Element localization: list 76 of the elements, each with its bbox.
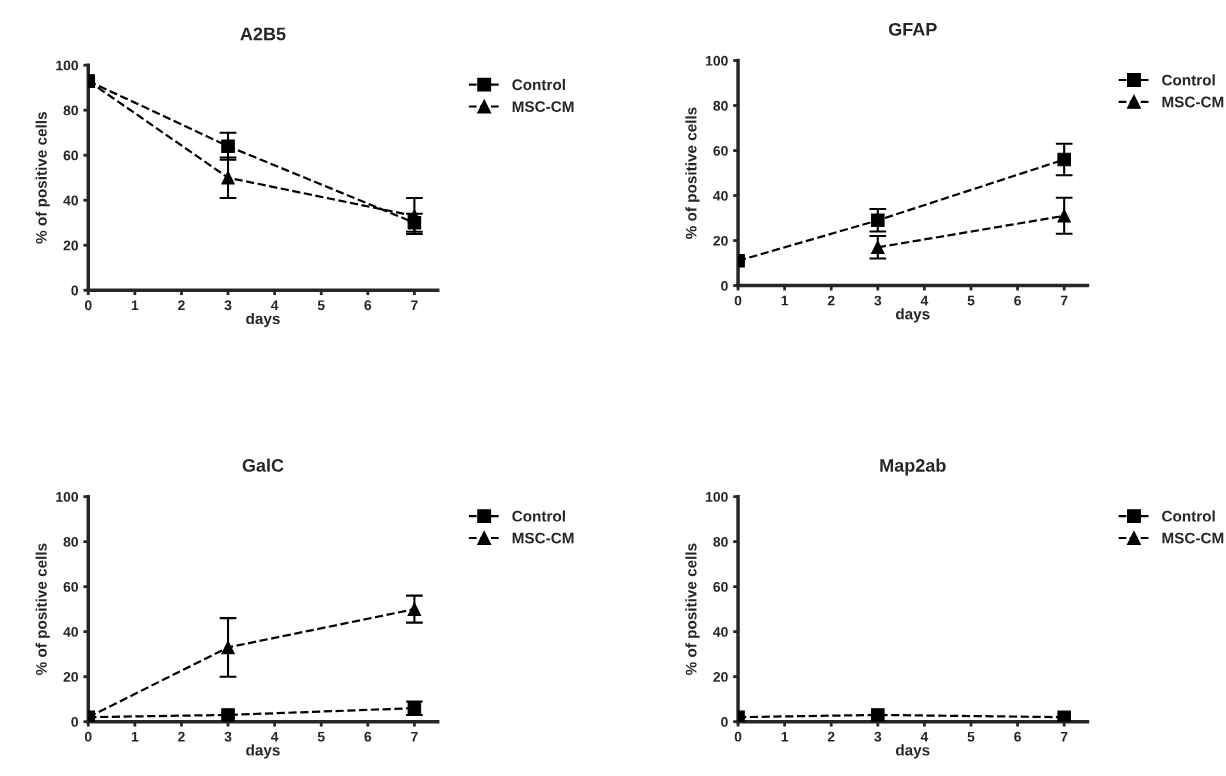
y-axis-title: % of positive cells	[35, 543, 50, 675]
y-tick-label: 0	[71, 285, 78, 296]
x-tick-label: 7	[1060, 295, 1068, 306]
y-tick-label: 40	[63, 195, 78, 206]
x-tick-label: 1	[781, 295, 789, 306]
y-tick-label: 0	[71, 717, 78, 727]
legend-label: MSC-CM	[1162, 532, 1224, 544]
chart-title: GFAP	[888, 22, 937, 36]
x-tick-label: 2	[827, 295, 835, 306]
x-tick-label: 0	[84, 731, 92, 742]
x-tick-label: 3	[874, 295, 882, 306]
legend-label: Control	[1162, 510, 1215, 522]
legend-label: MSC-CM	[1162, 96, 1224, 108]
y-tick-label: 80	[63, 536, 78, 547]
y-tick-label: 40	[713, 190, 728, 201]
x-tick-label: 4	[270, 731, 279, 742]
x-tick-label: 3	[224, 300, 232, 311]
y-axis-title: % of positive cells	[35, 112, 50, 244]
x-tick-label: 0	[734, 295, 742, 306]
y-tick-label: 60	[63, 581, 78, 592]
x-tick-label: 1	[131, 300, 139, 311]
x-tick-label: 3	[224, 731, 232, 742]
y-tick-label: 80	[713, 100, 728, 111]
chart-title: Map2ab	[880, 458, 946, 476]
x-axis-title: days	[246, 744, 280, 759]
y-tick-label: 20	[63, 672, 78, 682]
x-axis-title: days	[246, 312, 280, 328]
x-tick-label: 2	[178, 300, 185, 311]
legend-label: Control	[512, 510, 565, 522]
x-tick-label: 4	[920, 295, 929, 306]
y-tick-label: 0	[721, 280, 728, 291]
legend-label: MSC-CM	[512, 101, 574, 113]
x-tick-label: 7	[411, 300, 418, 311]
x-tick-label: 2	[178, 731, 185, 742]
legend-label: MSC-CM	[512, 532, 574, 544]
y-tick-label: 60	[713, 581, 728, 592]
y-tick-label: 60	[713, 145, 728, 156]
x-tick-label: 3	[874, 731, 882, 742]
x-tick-label: 5	[967, 295, 975, 306]
x-tick-label: 7	[1060, 731, 1068, 742]
x-tick-label: 6	[364, 300, 372, 311]
x-tick-label: 0	[84, 300, 92, 311]
x-tick-label: 6	[364, 731, 372, 742]
y-axis-title: % of positive cells	[685, 107, 700, 239]
y-tick-label: 60	[63, 150, 78, 161]
x-tick-label: 5	[967, 731, 975, 742]
x-tick-label: 2	[827, 731, 835, 742]
x-tick-label: 5	[317, 731, 325, 742]
y-tick-label: 100	[56, 491, 78, 502]
x-tick-label: 0	[734, 731, 742, 742]
x-axis-title: days	[895, 744, 930, 759]
x-tick-label: 6	[1014, 295, 1021, 306]
x-tick-label: 1	[131, 731, 139, 742]
y-tick-label: 100	[56, 60, 78, 71]
legend-label: Control	[1162, 74, 1215, 86]
y-tick-label: 80	[713, 536, 728, 547]
x-tick-label: 4	[920, 731, 929, 742]
y-tick-label: 20	[713, 672, 728, 682]
y-tick-label: 0	[721, 717, 728, 727]
y-tick-label: 20	[63, 240, 78, 251]
x-tick-label: 6	[1014, 731, 1021, 742]
y-axis-title: % of positive cells	[685, 543, 700, 675]
y-tick-label: 40	[63, 627, 78, 637]
y-tick-label: 20	[713, 235, 728, 246]
chart-title: GalC	[242, 458, 284, 472]
x-tick-label: 7	[411, 731, 418, 742]
x-tick-label: 1	[781, 731, 789, 742]
x-tick-label: 4	[270, 300, 279, 311]
legend-label: Control	[512, 78, 565, 91]
y-tick-label: 100	[706, 491, 728, 502]
y-tick-label: 40	[713, 627, 728, 637]
y-tick-label: 100	[706, 55, 728, 66]
y-tick-label: 80	[63, 105, 78, 116]
chart-title: A2B5	[240, 27, 286, 41]
x-axis-title: days	[895, 308, 930, 323]
x-tick-label: 5	[317, 300, 325, 311]
